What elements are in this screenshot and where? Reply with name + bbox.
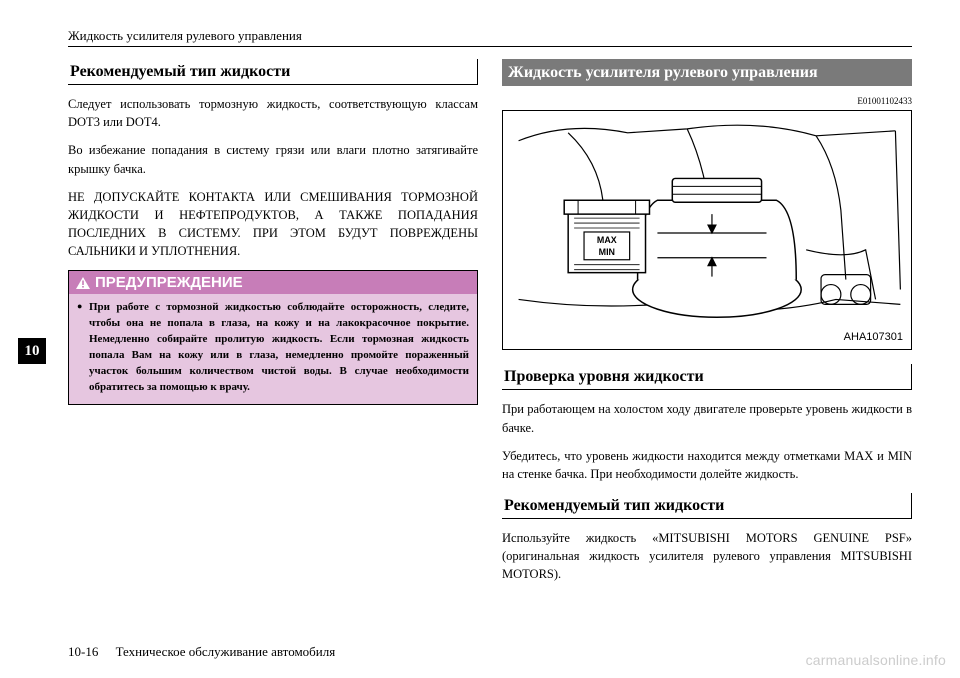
body-paragraph: Следует использовать тормозную жидкость,…: [68, 95, 478, 131]
warning-triangle-icon: [75, 276, 91, 290]
min-label: MIN: [599, 247, 615, 257]
warning-item: При работе с тормозной жидкостью соблюда…: [77, 300, 469, 396]
figure-label: AHA107301: [844, 331, 903, 343]
reservoir-figure: MAX MIN AHA107301: [502, 110, 912, 350]
right-column: Жидкость усилителя рулевого управления E…: [502, 59, 912, 593]
reservoir-diagram-svg: MAX MIN: [503, 111, 911, 349]
chapter-tab: 10: [18, 338, 46, 364]
header-rule: [68, 46, 912, 47]
page-footer: 10-16 Техническое обслуживание автомобил…: [68, 644, 335, 660]
left-column: Рекомендуемый тип жидкости Следует испол…: [68, 59, 478, 593]
manual-page: Жидкость усилителя рулевого управления Р…: [0, 0, 960, 678]
section-title-fluid-type-right: Рекомендуемый тип жидкости: [502, 493, 912, 519]
reference-code: E01001102433: [502, 96, 912, 106]
body-paragraph: Во избежание попадания в систему грязи и…: [68, 141, 478, 177]
body-paragraph: Убедитесь, что уровень жидкости находитс…: [502, 447, 912, 483]
warning-title: ПРЕДУПРЕЖДЕНИЕ: [95, 274, 243, 291]
warning-box: ПРЕДУПРЕЖДЕНИЕ При работе с тормозной жи…: [68, 270, 478, 405]
max-label: MAX: [597, 235, 617, 245]
body-paragraph: При работающем на холостом ходу двигател…: [502, 400, 912, 436]
section-title-fluid-type-left: Рекомендуемый тип жидкости: [68, 59, 478, 85]
section-title-main: Жидкость усилителя рулевого управления: [502, 59, 912, 86]
content-columns: Рекомендуемый тип жидкости Следует испол…: [68, 59, 912, 593]
warning-body: При работе с тормозной жидкостью соблюда…: [69, 294, 477, 404]
footer-text: Техническое обслуживание автомобиля: [116, 644, 336, 659]
watermark: carmanualsonline.info: [806, 652, 946, 668]
running-header: Жидкость усилителя рулевого управления: [68, 28, 912, 44]
body-paragraph: Используйте жидкость «MITSUBISHI MOTORS …: [502, 529, 912, 583]
warning-header: ПРЕДУПРЕЖДЕНИЕ: [69, 271, 477, 294]
body-paragraph: НЕ ДОПУСКАЙТЕ КОНТАКТА ИЛИ СМЕШИВАНИЯ ТО…: [68, 188, 478, 261]
page-number: 10-16: [68, 644, 98, 659]
section-title-check-level: Проверка уровня жидкости: [502, 364, 912, 390]
